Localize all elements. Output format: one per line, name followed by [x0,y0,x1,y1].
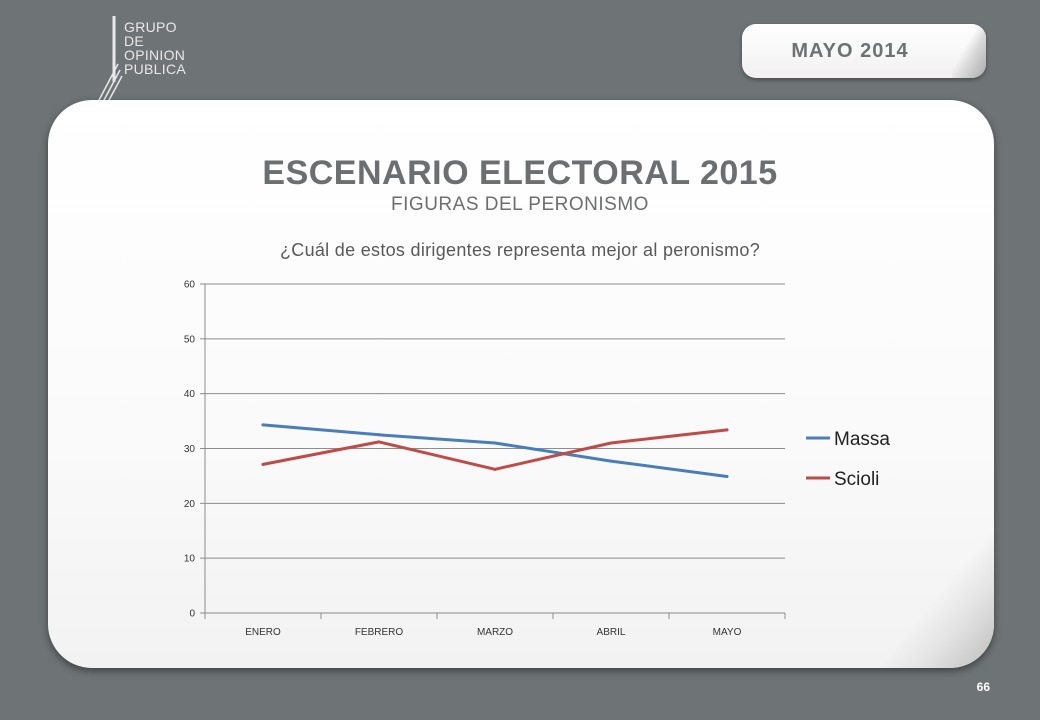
series-line-scioli [261,428,729,471]
page-curl-decoration [874,498,994,668]
group-logo: GRUPO DE OPINION PUBLICA [96,14,216,104]
data-point-massa [725,474,729,478]
y-tick-label: 40 [184,389,196,400]
date-label: MAYO 2014 [791,39,909,62]
x-tick-label: FEBRERO [355,627,404,638]
date-tab: MAYO 2014 [742,24,986,78]
data-point-scioli [493,467,497,471]
data-point-massa [261,423,265,427]
content-card [48,100,994,668]
data-point-scioli [725,428,729,432]
x-tick-label: MAYO [713,627,742,638]
legend-label: Scioli [834,469,879,490]
data-point-scioli [261,462,265,466]
logo-stripes-icon [97,16,123,103]
logo-line-3: OPINION [124,47,186,63]
data-point-massa [377,433,381,437]
y-tick-label: 30 [184,444,196,455]
legend-label: Massa [834,429,890,450]
data-point-massa [609,459,613,463]
data-point-massa [493,441,497,445]
slide-title: ESCENARIO ELECTORAL 2015 [262,154,778,192]
data-point-scioli [609,441,613,445]
logo-line-4: PUBLICA [124,61,187,77]
x-tick-label: ENERO [245,627,281,638]
logo-line-1: GRUPO [124,19,177,35]
y-tick-label: 60 [184,280,196,291]
slide-subtitle: FIGURAS DEL PERONISMO [391,194,649,215]
logo-line-2: DE [124,33,145,49]
y-tick-label: 0 [189,609,195,620]
page-number: 66 [976,680,990,694]
survey-question: ¿Cuál de estos dirigentes representa mej… [279,240,761,260]
x-tick-label: ABRIL [597,627,626,638]
y-tick-label: 50 [184,334,196,345]
page-curl-decoration [952,24,986,78]
y-tick-label: 20 [184,499,196,510]
x-tick-label: MARZO [477,627,513,638]
logo-text: GRUPO DE OPINION PUBLICA [124,20,186,76]
data-point-scioli [377,440,381,444]
y-tick-label: 10 [184,554,196,565]
